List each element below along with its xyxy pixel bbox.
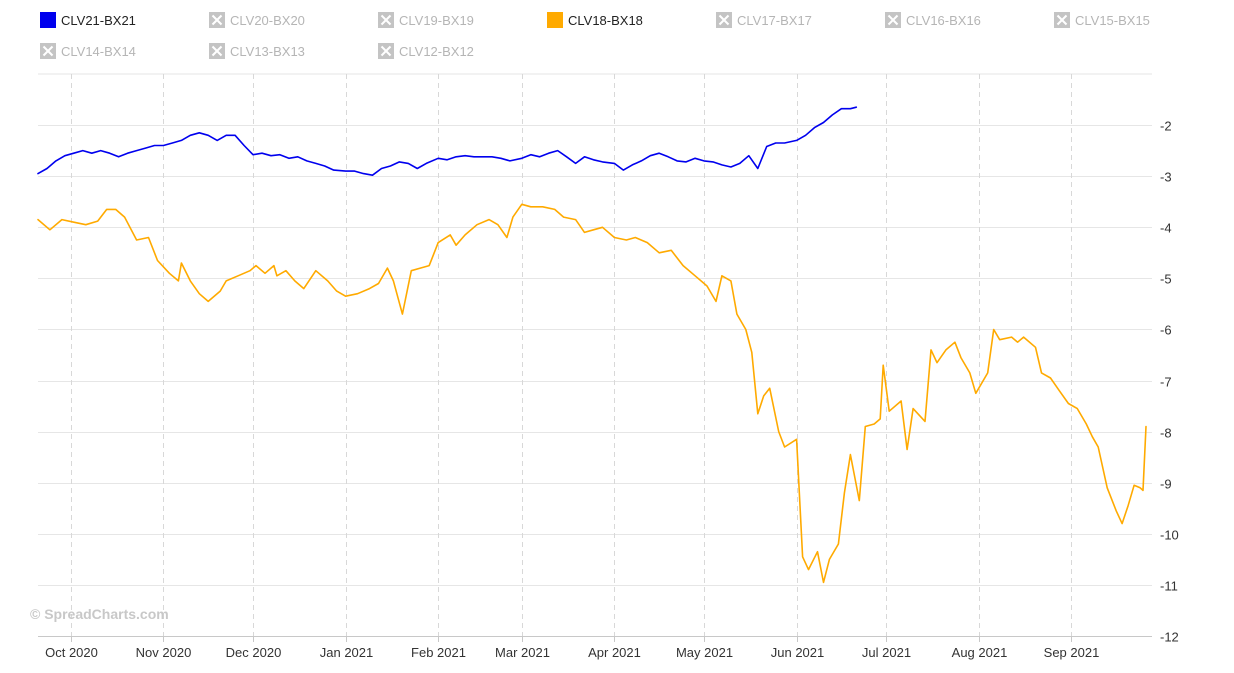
legend-item-clv21-bx21[interactable]: CLV21-BX21 [40, 12, 136, 28]
x-tick-label: Jan 2021 [320, 645, 374, 660]
legend-disabled-icon [1054, 12, 1070, 28]
y-tick-label: -12 [1160, 630, 1179, 645]
grid-layer [38, 73, 1152, 642]
legend-item-clv12-bx12[interactable]: CLV12-BX12 [378, 43, 474, 59]
legend-label: CLV19-BX19 [399, 13, 474, 28]
y-tick-label: -6 [1160, 323, 1172, 338]
y-tick-label: -2 [1160, 119, 1172, 134]
legend-item-clv16-bx16[interactable]: CLV16-BX16 [885, 12, 981, 28]
legend-label: CLV12-BX12 [399, 44, 474, 59]
legend: CLV21-BX21 CLV20-BX20 CLV19-BX19 CLV18-BX18… [40, 12, 1150, 59]
legend-disabled-icon [378, 12, 394, 28]
legend-label: CLV15-BX15 [1075, 13, 1150, 28]
legend-label: CLV18-BX18 [568, 13, 643, 28]
x-tick-label: Jul 2021 [862, 645, 911, 660]
legend-label: CLV14-BX14 [61, 44, 136, 59]
legend-disabled-icon [40, 43, 56, 59]
legend-disabled-icon [209, 43, 225, 59]
y-tick-label: -4 [1160, 221, 1172, 236]
x-tick-label: Nov 2020 [136, 645, 192, 660]
legend-disabled-icon [716, 12, 732, 28]
y-tick-label: -11 [1160, 579, 1178, 594]
legend-swatch [547, 12, 563, 28]
x-tick-label: Mar 2021 [495, 645, 550, 660]
series-line-clv18-bx18 [37, 203, 1147, 584]
legend-swatch [40, 12, 56, 28]
legend-item-clv13-bx13[interactable]: CLV13-BX13 [209, 43, 305, 59]
legend-item-clv18-bx18[interactable]: CLV18-BX18 [547, 12, 643, 28]
legend-item-clv17-bx17[interactable]: CLV17-BX17 [716, 12, 812, 28]
legend-disabled-icon [209, 12, 225, 28]
legend-label: CLV17-BX17 [737, 13, 812, 28]
y-tick-label: -5 [1160, 272, 1172, 287]
series-line-clv21-bx21 [37, 106, 858, 176]
legend-item-clv15-bx15[interactable]: CLV15-BX15 [1054, 12, 1150, 28]
x-tick-label: Oct 2020 [45, 645, 98, 660]
y-tick-label: -7 [1160, 375, 1172, 390]
x-axis: Oct 2020 Nov 2020 Dec 2020 Jan 2021 Feb 2021… [45, 645, 1099, 660]
y-tick-label: -9 [1160, 477, 1172, 492]
y-axis: -2 -3 -4 -5 -6 -7 -8 -9 -10 -11 -12 [1160, 119, 1179, 645]
watermark: © SpreadCharts.com [30, 606, 169, 622]
y-tick-label: -8 [1160, 426, 1172, 441]
x-tick-label: May 2021 [676, 645, 733, 660]
series-layer [37, 106, 1147, 584]
x-tick-label: Sep 2021 [1044, 645, 1100, 660]
x-tick-label: Aug 2021 [952, 645, 1008, 660]
legend-item-clv19-bx19[interactable]: CLV19-BX19 [378, 12, 474, 28]
y-tick-label: -10 [1160, 528, 1179, 543]
legend-label: CLV20-BX20 [230, 13, 305, 28]
legend-label: CLV16-BX16 [906, 13, 981, 28]
x-tick-label: Jun 2021 [771, 645, 825, 660]
x-tick-label: Dec 2020 [226, 645, 282, 660]
x-tick-label: Feb 2021 [411, 645, 466, 660]
x-tick-label: Apr 2021 [588, 645, 641, 660]
legend-disabled-icon [378, 43, 394, 59]
legend-disabled-icon [885, 12, 901, 28]
y-tick-label: -3 [1160, 170, 1172, 185]
legend-label: CLV21-BX21 [61, 13, 136, 28]
legend-label: CLV13-BX13 [230, 44, 305, 59]
legend-item-clv20-bx20[interactable]: CLV20-BX20 [209, 12, 305, 28]
legend-item-clv14-bx14[interactable]: CLV14-BX14 [40, 43, 136, 59]
